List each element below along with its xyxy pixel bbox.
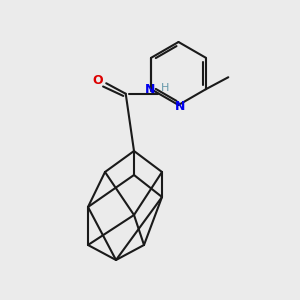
Text: H: H [160, 83, 169, 93]
Text: O: O [92, 74, 103, 87]
Text: N: N [145, 83, 155, 96]
Text: N: N [175, 100, 185, 113]
